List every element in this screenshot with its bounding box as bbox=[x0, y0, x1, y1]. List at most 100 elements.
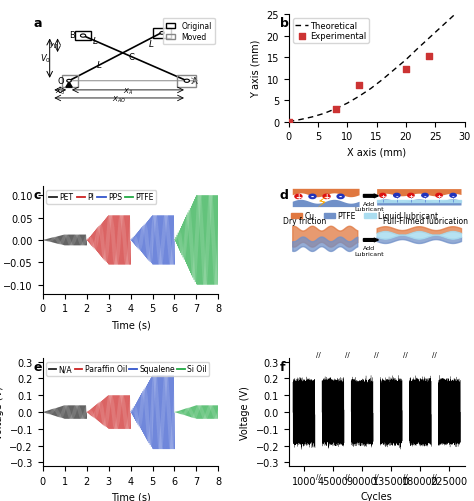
Text: Liquid lubricant: Liquid lubricant bbox=[378, 211, 438, 220]
Circle shape bbox=[309, 195, 316, 199]
Theoretical bbox=[403, 58, 409, 64]
Text: +: + bbox=[408, 193, 413, 198]
Circle shape bbox=[337, 195, 344, 199]
Theoretical bbox=[310, 115, 315, 121]
Text: //: // bbox=[345, 472, 350, 478]
Experimental bbox=[356, 82, 363, 90]
X-axis label: Time (s): Time (s) bbox=[110, 491, 150, 501]
Experimental bbox=[426, 53, 433, 61]
Theoretical bbox=[392, 68, 397, 74]
Text: //: // bbox=[403, 351, 408, 357]
Polygon shape bbox=[66, 83, 72, 88]
Text: +: + bbox=[323, 192, 329, 201]
Legend: PET, PI, PPS, PTFE: PET, PI, PPS, PTFE bbox=[46, 190, 156, 204]
Text: //: // bbox=[403, 472, 408, 478]
Text: Full-Filmed lubrication: Full-Filmed lubrication bbox=[383, 216, 468, 225]
Theoretical bbox=[345, 101, 350, 107]
Text: +: + bbox=[437, 193, 442, 198]
Circle shape bbox=[67, 80, 71, 83]
Bar bbox=[324, 213, 335, 218]
Text: A: A bbox=[192, 77, 198, 86]
Text: f: f bbox=[280, 361, 285, 374]
Circle shape bbox=[436, 194, 442, 198]
Text: C: C bbox=[128, 53, 134, 62]
Circle shape bbox=[323, 195, 330, 199]
Text: //: // bbox=[345, 351, 350, 357]
Text: //: // bbox=[374, 472, 379, 478]
Text: O: O bbox=[58, 77, 64, 86]
Text: $V_0$: $V_0$ bbox=[40, 53, 51, 65]
Circle shape bbox=[295, 195, 302, 199]
Bar bbox=[75, 32, 91, 42]
Text: +: + bbox=[295, 192, 301, 201]
Text: Add
Lubricant: Add Lubricant bbox=[354, 201, 383, 212]
Theoretical bbox=[298, 117, 303, 123]
Y-axis label: Y axis (mm): Y axis (mm) bbox=[251, 40, 261, 98]
Legend: N/A, Paraffin Oil, Squalene, Si Oil: N/A, Paraffin Oil, Squalene, Si Oil bbox=[46, 362, 209, 376]
Text: ⚡: ⚡ bbox=[317, 195, 328, 210]
Text: -: - bbox=[311, 192, 314, 201]
Text: +: + bbox=[380, 193, 385, 198]
FancyArrow shape bbox=[364, 238, 378, 242]
Text: $X_{AO}$: $X_{AO}$ bbox=[112, 95, 126, 105]
FancyArrow shape bbox=[364, 194, 378, 198]
Text: Cu: Cu bbox=[304, 211, 314, 220]
Text: $X_0$: $X_0$ bbox=[55, 87, 65, 97]
Text: -: - bbox=[395, 193, 398, 198]
Text: -: - bbox=[424, 193, 426, 198]
Text: a: a bbox=[34, 17, 42, 30]
Text: //: // bbox=[432, 351, 437, 357]
Text: Add
Lubricant: Add Lubricant bbox=[354, 245, 383, 256]
Experimental bbox=[402, 66, 410, 74]
Circle shape bbox=[394, 194, 400, 198]
Theoretical bbox=[333, 107, 338, 113]
Circle shape bbox=[81, 35, 86, 38]
Theoretical bbox=[450, 14, 456, 20]
Circle shape bbox=[408, 194, 414, 198]
Legend: Theoretical, Experimental: Theoretical, Experimental bbox=[293, 19, 369, 44]
Circle shape bbox=[184, 80, 190, 83]
Legend: Original, Moved: Original, Moved bbox=[163, 19, 215, 45]
Text: //: // bbox=[316, 472, 321, 478]
Bar bbox=[177, 76, 196, 88]
X-axis label: Cycles: Cycles bbox=[361, 491, 392, 501]
Theoretical bbox=[462, 4, 467, 10]
Text: Dry friction: Dry friction bbox=[283, 216, 326, 225]
Theoretical bbox=[368, 86, 374, 92]
Text: -: - bbox=[339, 192, 342, 201]
Text: $X_A$: $X_A$ bbox=[123, 87, 133, 97]
Circle shape bbox=[160, 33, 164, 35]
Theoretical bbox=[415, 47, 420, 53]
Theoretical bbox=[356, 94, 362, 100]
Text: c: c bbox=[34, 189, 41, 202]
Bar bbox=[291, 213, 302, 218]
Theoretical bbox=[380, 77, 385, 83]
Text: b: b bbox=[280, 17, 289, 30]
Theoretical bbox=[438, 25, 444, 31]
Text: //: // bbox=[316, 351, 321, 357]
Text: e: e bbox=[34, 361, 42, 374]
Bar bbox=[154, 29, 171, 39]
Circle shape bbox=[422, 194, 428, 198]
Theoretical bbox=[286, 119, 292, 125]
Text: d: d bbox=[280, 189, 289, 202]
Y-axis label: Voltage (V): Voltage (V) bbox=[240, 385, 250, 439]
Experimental bbox=[332, 106, 339, 114]
Text: PTFE: PTFE bbox=[337, 211, 356, 220]
Text: //: // bbox=[374, 351, 379, 357]
Text: B: B bbox=[69, 31, 74, 40]
Text: //: // bbox=[432, 472, 437, 478]
X-axis label: X axis (mm): X axis (mm) bbox=[347, 148, 406, 158]
Circle shape bbox=[380, 194, 386, 198]
Circle shape bbox=[450, 194, 456, 198]
Text: L: L bbox=[93, 37, 98, 46]
Theoretical bbox=[427, 36, 432, 42]
Experimental bbox=[285, 118, 292, 126]
X-axis label: Time (s): Time (s) bbox=[110, 319, 150, 329]
Text: L: L bbox=[149, 40, 154, 49]
Text: $y_B$: $y_B$ bbox=[49, 42, 58, 51]
Line: Theoretical: Theoretical bbox=[289, 7, 465, 122]
Y-axis label: Voltage (V): Voltage (V) bbox=[0, 385, 4, 439]
Theoretical bbox=[321, 111, 327, 117]
Bar bbox=[62, 76, 78, 88]
